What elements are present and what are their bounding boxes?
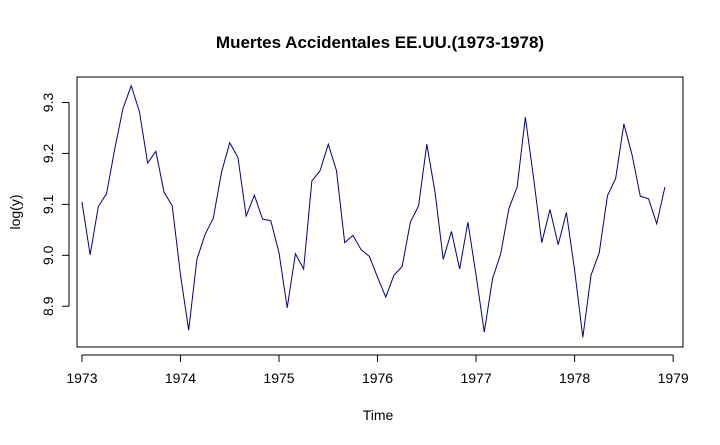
series-line-log-deaths xyxy=(81,84,666,338)
y-axis: 8.9 9.0 9.1 9.2 9.3 xyxy=(40,93,70,316)
y-tick-label: 9.2 xyxy=(40,143,56,163)
y-tick-label: 9.3 xyxy=(40,93,56,113)
x-tick-label: 1979 xyxy=(658,370,689,386)
x-axis: 1973 1974 1975 1976 1977 1978 1979 xyxy=(66,354,689,386)
x-tick-label: 1978 xyxy=(559,370,590,386)
x-axis-label: Time xyxy=(363,407,394,423)
x-tick-label: 1973 xyxy=(66,370,97,386)
x-tick-label: 1975 xyxy=(263,370,294,386)
x-tick-label: 1974 xyxy=(165,370,196,386)
y-axis-label: log(y) xyxy=(7,194,23,229)
y-tick-label: 9.0 xyxy=(40,245,56,265)
y-tick-label: 9.1 xyxy=(40,194,56,214)
x-tick-label: 1976 xyxy=(362,370,393,386)
x-tick-label: 1977 xyxy=(460,370,491,386)
y-tick-label: 8.9 xyxy=(40,296,56,316)
chart-title: Muertes Accidentales EE.UU.(1973-1978) xyxy=(216,33,544,52)
plot-frame xyxy=(76,76,684,348)
